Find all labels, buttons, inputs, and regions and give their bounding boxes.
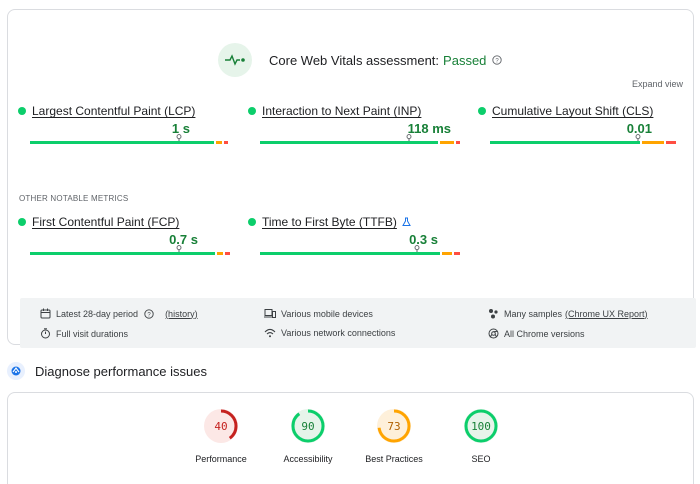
help-icon[interactable]: ? <box>144 308 159 319</box>
metric-value-ttfb: 0.3 s <box>409 232 438 247</box>
history-link[interactable]: (history) <box>165 308 198 319</box>
score-gauge-seo[interactable]: 100 SEO <box>441 409 521 464</box>
score-value: 100 <box>471 419 491 433</box>
score-label: Accessibility <box>283 454 333 464</box>
info-network-text: Various network connections <box>281 328 396 338</box>
score-label: Performance <box>195 454 247 464</box>
metric-name-ttfb[interactable]: Time to First Byte (TTFB) <box>262 215 397 229</box>
good-status-dot <box>18 218 26 226</box>
info-network: Various network connections <box>264 328 395 338</box>
metric-distribution-bar <box>30 141 228 144</box>
calendar-icon <box>40 308 51 319</box>
svg-text:?: ? <box>496 58 500 64</box>
gauge-arc <box>464 409 498 443</box>
gauge-arc <box>204 409 238 443</box>
metric-cls: Cumulative Layout Shift (CLS) 0.01 <box>478 103 688 144</box>
metric-name-inp[interactable]: Interaction to Next Paint (INP) <box>262 104 422 118</box>
info-devices: Various mobile devices <box>264 308 373 319</box>
gauge-fill <box>204 409 238 443</box>
diagnose-header: Diagnose performance issues <box>7 362 207 380</box>
score-gauge-best-practices[interactable]: 73 Best Practices <box>354 409 434 464</box>
info-duration: Full visit durations <box>40 328 128 339</box>
wifi-icon <box>264 328 276 338</box>
metric-name-fcp[interactable]: First Contentful Paint (FCP) <box>32 215 180 229</box>
metric-value-fcp: 0.7 s <box>169 232 198 247</box>
score-gauge-accessibility[interactable]: 90 Accessibility <box>268 409 348 464</box>
info-samples-text: Many samples <box>504 308 563 319</box>
info-period-text: Latest 28-day period <box>56 308 139 319</box>
info-samples: Many samples (Chrome UX Report) <box>488 308 648 319</box>
gauge-fill <box>291 409 325 443</box>
metric-distribution-bar <box>490 141 676 144</box>
score-label: Best Practices <box>365 454 423 464</box>
svg-text:?: ? <box>147 312 151 318</box>
pulse-icon <box>218 43 252 77</box>
lighthouse-scores-card: 40 Performance 90 Accessibility 73 Best … <box>7 392 694 484</box>
gauge-fill <box>464 409 498 443</box>
info-period: Latest 28-day period ? (history) <box>40 308 198 319</box>
assessment-header: Core Web Vitals assessment: Passed ? <box>218 43 503 77</box>
chrome-icon <box>488 328 499 339</box>
metric-distribution-bar <box>260 141 460 144</box>
data-source-info: Latest 28-day period ? (history) Full vi… <box>20 298 696 348</box>
core-web-vitals-card: Core Web Vitals assessment: Passed ? Exp… <box>7 9 696 348</box>
good-status-dot <box>248 218 256 226</box>
score-value: 40 <box>214 419 228 433</box>
score-label: SEO <box>471 454 491 464</box>
metric-name-lcp[interactable]: Largest Contentful Paint (LCP) <box>32 104 196 118</box>
metric-value-lcp: 1 s <box>171 121 190 136</box>
metric-lcp: Largest Contentful Paint (LCP) 1 s <box>18 103 228 144</box>
gauge-arc <box>291 409 325 443</box>
metric-distribution-bar <box>30 252 230 255</box>
metric-distribution-bar <box>260 252 460 255</box>
score-gauge-performance[interactable]: 40 Performance <box>181 409 261 464</box>
chrome-ux-report-link[interactable]: (Chrome UX Report) <box>565 308 648 319</box>
stopwatch-icon <box>41 328 50 339</box>
metric-inp: Interaction to Next Paint (INP) 118 ms <box>248 103 460 144</box>
score-value: 90 <box>301 419 315 433</box>
gauge-fill <box>377 409 411 443</box>
info-devices-text: Various mobile devices <box>281 308 373 319</box>
metric-ttfb: Time to First Byte (TTFB) 0.3 s <box>248 214 460 255</box>
experimental-flask-icon[interactable] <box>402 217 411 227</box>
gauge-arc <box>377 409 411 443</box>
info-versions-text: All Chrome versions <box>504 328 585 339</box>
metric-value-cls: 0.01 <box>626 121 652 136</box>
score-value: 73 <box>387 419 401 433</box>
samples-icon <box>489 309 498 319</box>
info-versions: All Chrome versions <box>488 328 585 339</box>
assessment-status: Passed <box>443 52 487 68</box>
good-status-dot <box>248 107 256 115</box>
devices-icon <box>264 309 276 318</box>
diagnose-title: Diagnose performance issues <box>35 363 207 379</box>
info-duration-text: Full visit durations <box>56 328 129 339</box>
expand-view-link[interactable]: Expand view <box>631 79 683 89</box>
other-metrics-heading: OTHER NOTABLE METRICS <box>19 194 129 203</box>
metric-fcp: First Contentful Paint (FCP) 0.7 s <box>18 214 230 255</box>
help-icon[interactable]: ? <box>492 55 503 65</box>
good-status-dot <box>478 107 486 115</box>
metric-value-inp: 118 ms <box>407 121 451 136</box>
metric-name-cls[interactable]: Cumulative Layout Shift (CLS) <box>492 104 654 118</box>
assessment-label: Core Web Vitals assessment: <box>269 52 440 68</box>
good-status-dot <box>18 107 26 115</box>
lighthouse-icon <box>7 362 25 380</box>
